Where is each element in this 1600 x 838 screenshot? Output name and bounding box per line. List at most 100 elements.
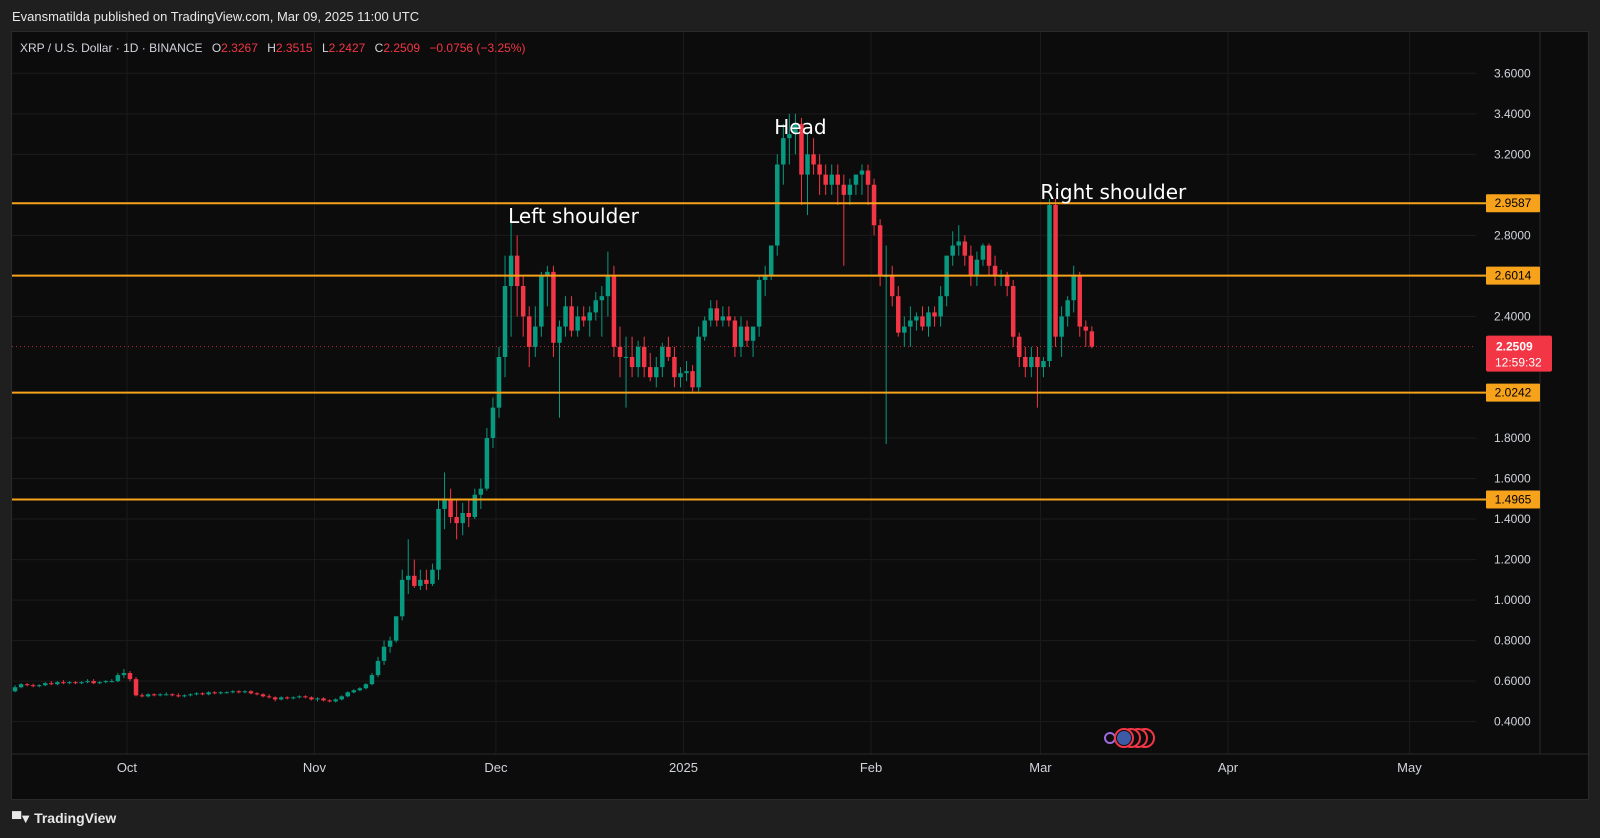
candle-up[interactable] [399,579,405,617]
candle-down[interactable] [514,255,520,287]
pattern-annotation[interactable]: Right shoulder [1040,180,1187,204]
candle-up[interactable] [496,356,502,408]
candle-up[interactable] [623,356,629,358]
candle-up[interactable] [109,681,115,683]
candle-up[interactable] [926,312,931,327]
candle-up[interactable] [363,684,369,689]
candle-up[interactable] [115,675,121,682]
candle-down[interactable] [896,296,901,333]
candle-up[interactable] [1029,356,1034,368]
candle-down[interactable] [986,245,992,266]
candle-up[interactable] [345,692,350,697]
tradingview-logo[interactable]: ▀▼ TradingView [12,810,116,826]
candle-down[interactable] [920,316,925,327]
candle-up[interactable] [278,697,284,700]
candle-down[interactable] [448,498,453,518]
candle-down[interactable] [841,184,847,195]
candle-up[interactable] [762,275,768,280]
candle-down[interactable] [527,316,532,347]
candle-down[interactable] [151,694,157,696]
candle-up[interactable] [605,275,611,297]
candle-down[interactable] [877,225,883,276]
candle-down[interactable] [551,271,556,343]
candle-up[interactable] [230,691,236,693]
candle-up[interactable] [490,407,496,439]
symbol-label[interactable]: XRP / U.S. Dollar · 1D · BINANCE [20,41,203,55]
candle-up[interactable] [36,685,42,687]
candle-down[interactable] [424,579,429,584]
candle-up[interactable] [938,296,943,317]
candle-down[interactable] [823,174,828,185]
candlestick-chart[interactable]: 3.6000 3.4000 3.2000 2.8000 2.4000 1.8000 1.60… [12,32,1590,801]
candle-down[interactable] [61,682,66,684]
candle-down[interactable] [133,679,139,696]
candle-down[interactable] [726,316,732,321]
candle-up[interactable] [684,371,689,374]
candle-down[interactable] [799,123,804,175]
candle-down[interactable] [248,691,254,694]
candle-up[interactable] [85,681,90,683]
candle-down[interactable] [1010,286,1016,337]
candle-down[interactable] [932,312,937,317]
candle-down[interactable] [744,326,750,341]
candle-up[interactable] [121,673,127,676]
candle-up[interactable] [194,693,199,695]
candle-down[interactable] [285,697,290,699]
candle-down[interactable] [1089,331,1095,347]
candle-down[interactable] [581,316,586,321]
candle-down[interactable] [1023,356,1028,368]
candle-down[interactable] [641,346,647,368]
candle-up[interactable] [1071,275,1076,301]
candle-down[interactable] [1053,204,1058,337]
candle-up[interactable] [97,682,102,684]
candle-up[interactable] [980,245,986,260]
candle-up[interactable] [436,508,441,570]
candle-up[interactable] [206,692,211,695]
candle-up[interactable] [956,241,961,246]
candle-down[interactable] [1083,326,1089,331]
candle-up[interactable] [188,694,193,696]
candle-down[interactable] [127,673,133,680]
candle-down[interactable] [303,696,308,698]
candle-up[interactable] [351,690,357,693]
candle-down[interactable] [962,241,968,256]
candle-up[interactable] [575,316,580,331]
candle-up[interactable] [79,682,84,684]
candle-up[interactable] [587,312,592,321]
candle-down[interactable] [865,170,871,185]
candle-up[interactable] [654,367,659,378]
candle-up[interactable] [859,170,865,175]
candle-up[interactable] [1059,316,1064,337]
candle-down[interactable] [1035,356,1040,368]
candle-up[interactable] [847,184,853,195]
candle-up[interactable] [460,512,465,524]
candle-up[interactable] [708,308,713,321]
candle-up[interactable] [484,438,490,489]
candle-up[interactable] [43,683,48,686]
candle-up[interactable] [902,326,907,333]
candle-up[interactable] [430,569,435,584]
candle-up[interactable] [369,675,375,685]
candle-down[interactable] [272,697,278,700]
candle-up[interactable] [787,134,792,139]
candle-down[interactable] [569,306,574,331]
candle-up[interactable] [357,688,363,691]
candle-down[interactable] [212,692,217,694]
candle-up[interactable] [381,646,387,661]
candle-down[interactable] [266,696,272,698]
candle-up[interactable] [635,346,641,368]
candle-up[interactable] [478,488,484,495]
candle-up[interactable] [805,154,810,175]
candle-up[interactable] [914,316,919,321]
candle-up[interactable] [539,275,544,327]
candle-up[interactable] [297,696,302,698]
candle-up[interactable] [599,296,605,301]
candle-up[interactable] [315,698,320,700]
candle-up[interactable] [387,640,393,647]
pattern-annotation[interactable]: Head [774,115,826,139]
candle-down[interactable] [968,255,974,276]
candle-down[interactable] [871,184,877,226]
candle-down[interactable] [672,356,677,378]
candle-up[interactable] [829,174,834,185]
candle-down[interactable] [49,683,54,685]
